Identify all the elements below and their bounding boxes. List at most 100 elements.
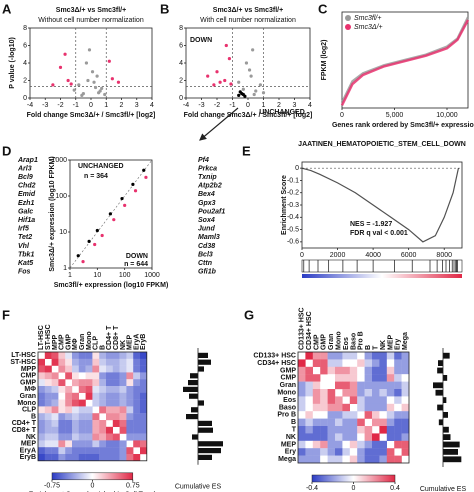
col-label: MEP [387, 335, 394, 351]
heat-cell [133, 379, 141, 387]
annotation: FDR q val < 0.001 [350, 230, 408, 237]
bar [188, 380, 198, 386]
annotation: n = 644 [124, 261, 148, 268]
heat-cell [312, 433, 321, 441]
heat-cell [106, 372, 113, 380]
heat-cell [401, 403, 410, 412]
col-label: NK [120, 340, 127, 350]
heat-cell [379, 455, 387, 464]
heat-cell [72, 365, 79, 373]
heat-cell [119, 372, 127, 380]
heat-cell [85, 440, 93, 448]
heat-cell [126, 392, 134, 400]
bar [192, 434, 198, 440]
heat-cell [364, 352, 373, 360]
annotation: UNCHANGED [259, 109, 305, 116]
y-tick-label: 0 [23, 95, 27, 102]
heat-cell [305, 403, 313, 412]
panel-letter: G [244, 307, 254, 322]
heat-cell [126, 358, 134, 366]
point [86, 78, 90, 83]
heat-cell [92, 365, 100, 373]
point [237, 80, 241, 84]
point [227, 57, 231, 61]
heat-cell [305, 418, 313, 427]
heat-cell [51, 420, 59, 427]
bar [438, 419, 443, 426]
heat-cell [51, 406, 59, 414]
heat-cell [72, 440, 79, 448]
heat-cell [349, 381, 358, 390]
bar [443, 441, 460, 448]
heat-cell [85, 454, 93, 461]
heat-cell [99, 433, 107, 441]
y-axis-label: Enrichment Score [281, 175, 288, 235]
heat-cell [78, 406, 86, 414]
heat-cell [119, 413, 127, 421]
heat-cell [106, 365, 113, 373]
gene-label: Cd38 [198, 243, 215, 250]
chart-subtitle: Without cell number normalization [38, 17, 144, 24]
heat-cell [379, 352, 387, 360]
point [224, 43, 228, 48]
heat-cell [44, 440, 52, 448]
point [72, 88, 76, 92]
row-label: Mega [278, 456, 296, 463]
heat-cell [379, 389, 387, 397]
heat-cell [140, 379, 147, 387]
x-axis-label: Fold change Smc3Δ/+ / Smc3fl/+ [log2] [184, 112, 313, 119]
heat-cell [126, 454, 134, 461]
heat-cell [327, 433, 336, 441]
heat-cell [386, 359, 395, 367]
heat-cell [349, 389, 358, 397]
point [97, 91, 101, 95]
row-label: Baso [279, 404, 296, 411]
heat-cell [357, 389, 365, 397]
heat-cell [126, 365, 134, 373]
heat-cell [106, 440, 113, 448]
heat-cell [72, 420, 79, 427]
heat-cell [106, 406, 113, 414]
heat-cell [65, 420, 73, 427]
heat-cell [320, 352, 328, 360]
heat-cell [99, 372, 107, 380]
heat-cell [327, 440, 336, 449]
gene-label: Bex4 [198, 191, 215, 198]
heat-cell [140, 420, 147, 427]
heat-cell [305, 396, 313, 404]
x-tick-label: 2 [277, 102, 281, 109]
heat-cell [327, 359, 336, 367]
heat-cell [119, 440, 127, 448]
heat-cell [394, 418, 402, 427]
heat-cell [72, 358, 79, 366]
heat-cell [133, 365, 141, 373]
point [229, 82, 233, 86]
heat-cell [320, 366, 328, 375]
heat-cell [85, 447, 93, 455]
heat-cell [99, 454, 107, 461]
point [51, 83, 55, 87]
heat-cell [44, 386, 52, 393]
point [108, 212, 112, 216]
col-label: NK [380, 340, 387, 350]
heat-cell [394, 381, 402, 390]
heat-cell [394, 411, 402, 419]
heat-cell [349, 359, 358, 367]
heat-cell [335, 374, 343, 382]
col-label: Ery [395, 339, 402, 350]
point [215, 70, 219, 74]
heat-cell [335, 440, 343, 449]
heat-cell [72, 433, 79, 441]
heat-cell [106, 399, 113, 407]
heat-cell [335, 433, 343, 441]
row-label: NK [26, 434, 36, 441]
bar [198, 400, 204, 406]
heat-cell [320, 389, 328, 397]
chart-subtitle: With cell number normalization [200, 17, 296, 24]
heat-cell [112, 379, 120, 387]
bar [198, 352, 208, 358]
bar [198, 359, 211, 365]
gene-label: Pou2af1 [198, 208, 225, 215]
row-label: Ery [285, 449, 296, 456]
